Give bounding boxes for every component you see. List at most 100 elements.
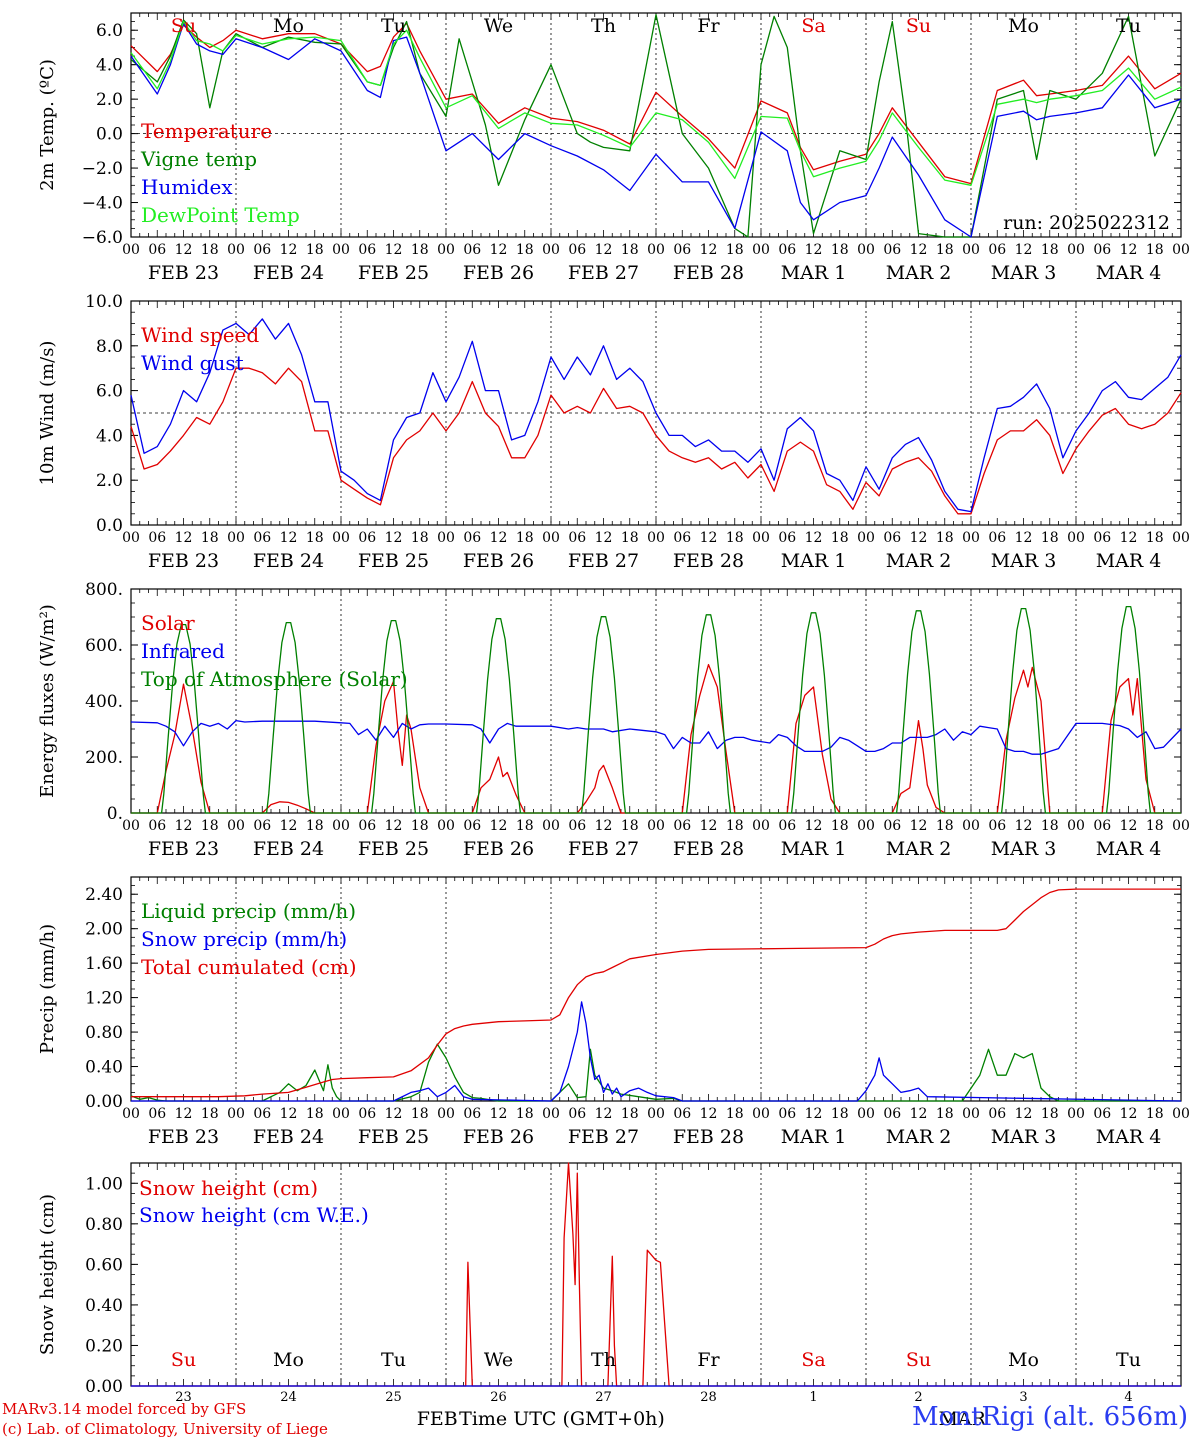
hour-tick-label: 06: [1093, 530, 1111, 546]
date-label: FEB 25: [358, 838, 429, 860]
hour-tick-label: 18: [1041, 242, 1059, 258]
weekday-label: Th: [591, 1349, 616, 1371]
hour-tick-label: 18: [831, 242, 849, 258]
hour-tick-label: 18: [936, 242, 954, 258]
hour-tick-label: 18: [411, 818, 429, 834]
hour-tick-label: 12: [595, 818, 613, 834]
hour-tick-label: 12: [910, 530, 928, 546]
hour-tick-label: 18: [726, 1106, 744, 1122]
hour-tick-label: 06: [1093, 1106, 1111, 1122]
date-label: FEB 24: [253, 262, 324, 284]
hour-tick-label: 12: [1120, 818, 1138, 834]
panel-snow: [130, 1162, 1182, 1387]
hour-tick-label: 18: [831, 530, 849, 546]
hour-tick-label: 18: [1146, 818, 1164, 834]
date-label: MAR 3: [991, 838, 1057, 860]
hour-tick-label: 00: [122, 818, 140, 834]
hour-tick-label: 00: [437, 530, 455, 546]
date-label: MAR 4: [1096, 1126, 1162, 1148]
y-tick-label: 2.40: [85, 885, 123, 905]
hour-tick-label: 06: [988, 1106, 1006, 1122]
series-line-energy: [130, 719, 1182, 755]
y-tick-label: 0.20: [85, 1336, 123, 1356]
date-label: MAR 3: [991, 262, 1057, 284]
hour-tick-label: 18: [936, 818, 954, 834]
hour-tick-label: 12: [700, 242, 718, 258]
hour-tick-label: 00: [332, 818, 350, 834]
date-label: MAR 2: [886, 550, 952, 572]
hour-tick-label: 18: [1146, 242, 1164, 258]
hour-tick-label: 18: [1041, 818, 1059, 834]
weekday-label: Tu: [381, 1349, 406, 1371]
hour-tick-label: 18: [306, 242, 324, 258]
hour-tick-label: 18: [411, 242, 429, 258]
y-tick-label: 0.80: [85, 1215, 123, 1235]
hour-tick-label: 12: [490, 530, 508, 546]
y-tick-label: 0.00: [85, 1377, 123, 1397]
hour-tick-label: 12: [595, 530, 613, 546]
legend-label: Snow height (cm W.E.): [139, 1203, 369, 1227]
y-tick-label: 1.00: [85, 1174, 123, 1194]
panel-wind: [130, 300, 1182, 526]
hour-tick-label: 00: [122, 530, 140, 546]
hour-tick-label: 18: [516, 242, 534, 258]
date-label: FEB 24: [253, 1126, 324, 1148]
hour-tick-label: 12: [385, 1106, 403, 1122]
date-label: FEB 23: [148, 550, 219, 572]
hour-tick-label: 00: [1067, 530, 1085, 546]
y-tick-label: 400.: [85, 692, 123, 712]
date-label: FEB 27: [568, 838, 639, 860]
weekday-label: Mo: [1008, 1349, 1039, 1371]
y-tick-label: 2.0: [96, 90, 123, 110]
hour-tick-label: 00: [227, 1106, 245, 1122]
hour-tick-label: 06: [778, 1106, 796, 1122]
y-tick-label: 0.60: [85, 1255, 123, 1275]
y-tick-label: 0.0: [96, 516, 123, 536]
hour-tick-label: 06: [148, 242, 166, 258]
hour-tick-label: 06: [673, 1106, 691, 1122]
y-tick-label: 6.0: [96, 21, 123, 41]
hour-tick-label: 12: [805, 818, 823, 834]
day-number-label: 3: [1019, 1390, 1027, 1405]
hour-tick-label: 12: [175, 530, 193, 546]
day-number-label: 28: [700, 1390, 717, 1405]
hour-tick-label: 06: [988, 530, 1006, 546]
legend-label: Solar: [141, 611, 195, 635]
hour-tick-label: 18: [306, 530, 324, 546]
date-label: FEB 28: [673, 838, 744, 860]
hour-tick-label: 06: [883, 1106, 901, 1122]
date-label: FEB 28: [673, 262, 744, 284]
hour-tick-label: 00: [647, 1106, 665, 1122]
hour-tick-label: 06: [253, 242, 271, 258]
hour-tick-label: 12: [700, 818, 718, 834]
hour-tick-label: 00: [122, 242, 140, 258]
day-number-label: 24: [280, 1390, 297, 1405]
hour-tick-label: 06: [673, 818, 691, 834]
credit-model: MARv3.14 model forced by GFS: [2, 1400, 247, 1418]
date-label: MAR 1: [781, 550, 847, 572]
hour-tick-label: 12: [1015, 242, 1033, 258]
weekday-label: Sa: [801, 1349, 825, 1371]
hour-tick-label: 12: [175, 1106, 193, 1122]
date-label: FEB 23: [148, 838, 219, 860]
hour-tick-label: 18: [936, 1106, 954, 1122]
y-tick-label: −6.0: [82, 228, 123, 248]
hour-tick-label: 00: [227, 818, 245, 834]
date-label: MAR 2: [886, 838, 952, 860]
hour-tick-label: 18: [831, 1106, 849, 1122]
weekday-label: Mo: [1008, 15, 1039, 37]
weekday-label: We: [484, 15, 513, 37]
hour-tick-label: 12: [1120, 530, 1138, 546]
hour-tick-label: 18: [516, 1106, 534, 1122]
series-line-precip: [131, 1001, 1182, 1102]
weekday-label: Tu: [1116, 1349, 1141, 1371]
series-line-energy: [131, 605, 1181, 814]
panel-temperature: [130, 12, 1182, 238]
series-line-temperature: [130, 22, 1182, 185]
legend-label: Snow height (cm): [139, 1176, 318, 1200]
month-label-left: FEB: [417, 1408, 458, 1430]
weekday-label: Fr: [697, 1349, 720, 1371]
y-tick-label: 2.00: [85, 920, 123, 940]
y-axis-label: 10m Wind (m/s): [37, 341, 58, 486]
hour-tick-label: 00: [227, 242, 245, 258]
